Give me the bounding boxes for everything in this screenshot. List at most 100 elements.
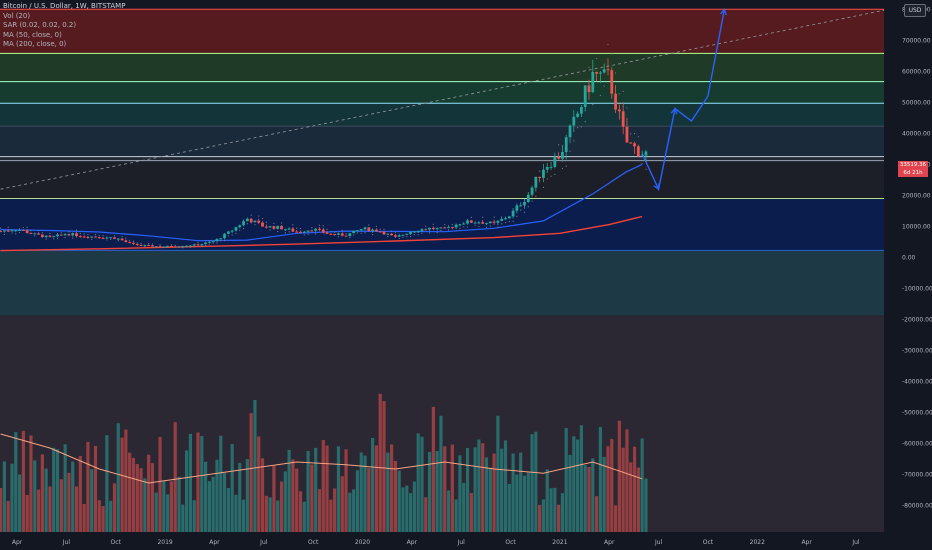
volume-bar xyxy=(640,438,644,532)
sar-dot xyxy=(626,107,628,109)
volume-bar xyxy=(33,460,37,532)
symbol-title[interactable]: Bitcoin / U.S. Dollar, 1W, BITSTAMP xyxy=(3,2,126,10)
sar-dot xyxy=(284,232,286,234)
sar-dot xyxy=(512,220,514,222)
candle-body xyxy=(488,221,492,224)
price-zone-4[interactable] xyxy=(0,126,884,157)
price-zone-2[interactable] xyxy=(0,81,884,104)
x-tick-label: Jul xyxy=(851,539,860,546)
sar-dot xyxy=(330,230,332,233)
sar-dot xyxy=(246,223,248,225)
candle-body xyxy=(154,246,158,248)
indicator-ma50[interactable]: MA (50, close, 0) xyxy=(3,30,62,39)
candle-body xyxy=(561,151,564,159)
bar-countdown: 6d 21h xyxy=(903,170,923,176)
y-tick-label: 70000.00 xyxy=(902,37,931,44)
sar-dot xyxy=(41,232,43,234)
volume-bar xyxy=(25,494,29,532)
volume-bar xyxy=(306,450,310,532)
candle-body xyxy=(549,166,553,168)
sar-dot xyxy=(577,127,579,129)
volume-bar xyxy=(17,474,22,532)
candle-body xyxy=(542,169,545,178)
sar-dot xyxy=(523,211,526,213)
candle-body xyxy=(450,227,454,229)
candle-body xyxy=(469,220,473,223)
candle-body xyxy=(181,246,185,248)
candle-body xyxy=(40,234,44,238)
candle-body xyxy=(234,227,238,231)
volume-ma-line[interactable] xyxy=(0,433,643,484)
projection-path[interactable] xyxy=(641,9,726,192)
price-axis[interactable] xyxy=(884,0,932,550)
candle-body xyxy=(287,228,291,230)
sar-dot xyxy=(516,215,518,218)
volume-bar xyxy=(553,487,557,532)
sar-dot xyxy=(204,244,207,246)
sar-dot xyxy=(110,238,112,241)
sar-dot xyxy=(565,165,567,167)
volume-bar xyxy=(557,504,561,532)
currency-button[interactable]: USD xyxy=(904,4,926,17)
indicator-ma200[interactable]: MA (200, close, 0) xyxy=(3,40,67,49)
candle-body xyxy=(97,237,101,239)
price-zone-1[interactable] xyxy=(0,53,884,82)
candle-body xyxy=(545,166,549,170)
volume-bar xyxy=(241,499,246,532)
sar-dot xyxy=(497,226,499,228)
price-zone-8[interactable] xyxy=(0,250,884,316)
volume-bar xyxy=(325,445,329,532)
candle-body xyxy=(629,142,633,144)
time-axis[interactable] xyxy=(0,532,932,550)
sar-dot xyxy=(633,133,636,135)
x-tick-label: 2022 xyxy=(750,539,765,546)
candle-body xyxy=(44,235,48,238)
sar-dot xyxy=(87,233,89,236)
candle-body xyxy=(135,243,139,246)
sar-dot xyxy=(45,238,47,240)
volume-bar xyxy=(530,434,534,532)
sar-dot xyxy=(618,93,620,95)
volume-bar xyxy=(340,476,344,532)
volume-bar xyxy=(203,461,208,532)
price-zone-5[interactable] xyxy=(0,156,884,161)
candle-body xyxy=(348,233,352,237)
price-zone-7[interactable] xyxy=(0,198,884,251)
candle-body xyxy=(132,242,135,244)
price-zone-3[interactable] xyxy=(0,103,884,127)
volume-bar xyxy=(420,436,424,532)
sar-dot xyxy=(288,231,290,233)
candle-body xyxy=(257,220,261,223)
sar-dot xyxy=(368,224,370,226)
sar-dot xyxy=(170,244,173,246)
volume-bar xyxy=(40,454,44,532)
price-zone-0[interactable] xyxy=(0,9,884,54)
sar-dot xyxy=(148,243,150,245)
trend-line[interactable] xyxy=(0,8,889,190)
volume-bar xyxy=(500,448,504,532)
price-zone-6[interactable] xyxy=(0,160,884,199)
volume-bar xyxy=(55,449,60,532)
sar-dot xyxy=(220,240,222,242)
indicator-sar[interactable]: SAR (0.02, 0.02, 0.2) xyxy=(3,21,77,30)
volume-bar xyxy=(238,462,242,532)
candle-body xyxy=(633,143,636,147)
x-tick-label: Apr xyxy=(407,539,418,546)
sar-dot xyxy=(546,178,548,180)
ma200-line[interactable] xyxy=(0,215,643,252)
volume-bar xyxy=(59,479,63,532)
volume-bar xyxy=(507,483,511,532)
sar-dot xyxy=(493,216,495,218)
volume-bar xyxy=(568,454,572,532)
volume-bar xyxy=(90,469,94,532)
volume-bar xyxy=(359,452,363,532)
ma50-line[interactable] xyxy=(0,163,643,242)
indicator-volume[interactable]: Vol (20) xyxy=(3,11,31,20)
x-tick-label: 2019 xyxy=(157,539,172,546)
candle-body xyxy=(283,229,287,231)
sar-dot xyxy=(140,242,142,245)
volume-bar xyxy=(29,435,33,532)
sar-dot xyxy=(98,235,100,237)
candle-body xyxy=(606,69,610,71)
